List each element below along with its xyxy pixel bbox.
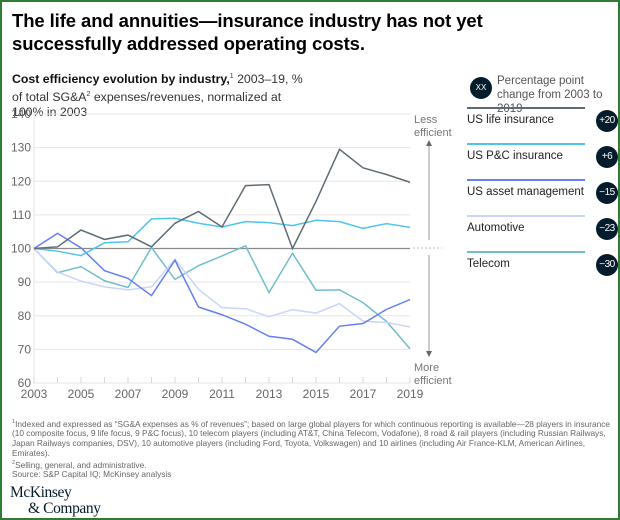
change-badge: −15	[596, 182, 618, 204]
change-badge: +6	[596, 146, 618, 168]
legend-label: US life insurance	[467, 114, 554, 126]
legend-swatch	[467, 215, 585, 217]
subtitle-text-2: expenses/revenues, normalized at 100% in…	[12, 90, 282, 120]
legend-label: US P&C insurance	[467, 150, 563, 162]
footnote-1-text: Indexed and expressed as “SG&A expenses …	[12, 418, 611, 458]
mckinsey-logo: McKinsey & Company	[10, 485, 101, 517]
legend-swatch	[467, 179, 585, 181]
less-efficient-label: Less	[414, 114, 438, 126]
x-tick-label-2009: 2009	[162, 387, 189, 401]
footnote-2-text: Selling, general, and administrative.	[15, 459, 147, 470]
gridlines	[33, 113, 410, 384]
x-tick-label-2015: 2015	[303, 387, 330, 401]
legend-label: Automotive	[467, 222, 525, 234]
x-tick-label-2017: 2017	[350, 387, 377, 401]
source-note: Source: S&P Capital IQ; McKinsey analysi…	[12, 469, 172, 480]
series-line-us-asset-management	[33, 232, 411, 354]
y-tick-label-80: 80	[18, 309, 32, 323]
legend-item-us-asset-management: US asset management −15	[467, 179, 618, 215]
change-badge: −23	[596, 218, 618, 240]
series-line-telecom	[33, 244, 411, 350]
more-efficient-label-2: efficient	[414, 375, 452, 387]
x-tick-label-2013: 2013	[256, 387, 283, 401]
footnote-2-marker: 2	[12, 459, 16, 466]
series-line-us-p-c-insurance	[33, 217, 411, 257]
legend-swatch	[467, 107, 585, 109]
y-axis-ticks: 60 70 80 90 100 110 120 130 140	[11, 107, 31, 390]
y-tick-label-130: 130	[11, 141, 31, 155]
change-badge: +20	[596, 110, 618, 132]
logo-line-1: McKinsey	[10, 484, 72, 501]
x-tick-label-2011: 2011	[209, 387, 235, 401]
x-tick-label-2007: 2007	[115, 387, 142, 401]
footnote-2: 2Selling, general, and administrative.	[12, 459, 612, 470]
efficiency-annotation: Less efficient More efficient	[413, 114, 452, 387]
y-tick-label-140: 140	[11, 107, 31, 121]
legend-item-us-p-c-insurance: US P&C insurance +6	[467, 143, 618, 179]
y-tick-label-70: 70	[18, 342, 32, 356]
logo-line-2: & Company	[28, 500, 101, 517]
less-efficient-label-2: efficient	[414, 127, 452, 139]
legend-item-automotive: Automotive −23	[467, 215, 618, 251]
y-tick-label-60: 60	[18, 376, 32, 390]
figure-title: The life and annuities—insurance industr…	[12, 10, 483, 54]
y-tick-label-110: 110	[12, 208, 31, 222]
legend-swatch	[467, 143, 585, 145]
line-chart: 60 70 80 90 100 110 120 130 140 2003 2005 2007 2009…	[11, 107, 452, 401]
y-tick-label-120: 120	[11, 174, 31, 188]
x-tick-label-2003: 2003	[21, 387, 48, 401]
y-tick-label-90: 90	[18, 275, 32, 289]
footnote-ref-1: 1	[229, 73, 234, 80]
legend-item-telecom: Telecom −30	[467, 251, 618, 287]
x-axis-ticks: 2003 2005 2007 2009 2011 2013 2015 2017 2019	[21, 377, 424, 401]
legend-label: Telecom	[467, 258, 510, 270]
footnote-ref-2: 2	[86, 91, 91, 99]
legend-item-us-life-insurance: US life insurance +20	[467, 107, 618, 143]
down-arrow-head-icon	[426, 351, 432, 357]
more-efficient-label: More	[414, 362, 439, 374]
footnotes: 1Indexed and expressed as “SG&A expenses…	[12, 418, 612, 480]
x-tick-label-2005: 2005	[68, 387, 95, 401]
subtitle-bold: Cost efficiency evolution by industry,	[12, 72, 230, 87]
change-badge: −30	[596, 254, 618, 276]
key-text: Percentage point change from 2003 to 201…	[497, 75, 603, 115]
legend-swatch	[467, 251, 585, 253]
x-tick-label-2019: 2019	[397, 387, 424, 401]
series-line-automotive	[33, 247, 411, 328]
chart-subtitle: Cost efficiency evolution by industry,1 …	[12, 69, 312, 120]
legend-label: US asset management	[467, 186, 584, 198]
series-line-us-life-insurance	[33, 148, 411, 251]
series-lines	[33, 148, 411, 354]
y-tick-label-100: 100	[11, 242, 31, 256]
footnote-1-marker: 1	[12, 419, 16, 425]
up-arrow-head-icon	[426, 140, 432, 146]
key-badge: XX	[470, 77, 492, 99]
subtitle-text: 2003–19, % of total SG&A	[12, 72, 303, 105]
footnote-1: 1Indexed and expressed as “SG&A expenses…	[12, 418, 612, 459]
